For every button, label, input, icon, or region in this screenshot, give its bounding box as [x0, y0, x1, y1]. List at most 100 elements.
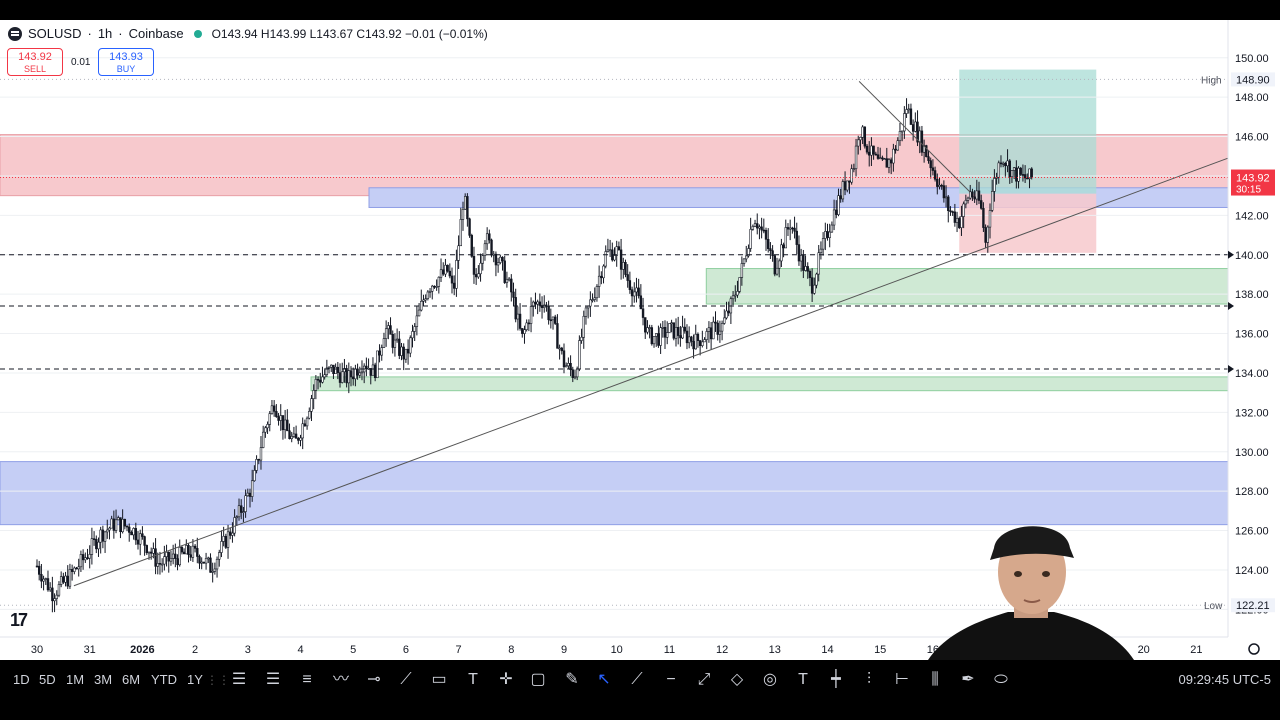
candle-body — [279, 415, 282, 421]
candle-body — [725, 310, 728, 319]
candle-body — [997, 162, 1000, 178]
pen-tool-icon[interactable]: ✒ — [961, 671, 975, 688]
candle-body — [835, 209, 838, 215]
candle-body — [949, 210, 952, 213]
candle-body — [356, 368, 359, 376]
timeframe-ytd[interactable]: YTD — [151, 672, 177, 687]
candle-body — [775, 267, 779, 275]
settings-gear-icon[interactable] — [1248, 643, 1260, 655]
candle-body — [960, 216, 963, 228]
rectangle-tool-icon[interactable]: ▢ — [530, 671, 546, 688]
trend-line[interactable] — [73, 145, 1260, 587]
candle-body — [804, 266, 807, 271]
candle-body — [527, 322, 531, 325]
symbol-header[interactable]: SOLUSD · 1h · Coinbase O143.94 H143.99 L… — [8, 26, 488, 41]
price-chart[interactable]: 120.00122.00124.00126.00128.00130.00132.… — [0, 20, 1280, 660]
candle-body — [975, 190, 979, 200]
text-tool-icon[interactable]: T — [798, 671, 808, 688]
countdown-label: 30:15 — [1236, 185, 1261, 196]
candle-body — [325, 367, 329, 375]
circle-tool-icon[interactable]: ◎ — [763, 671, 777, 688]
candle-body — [925, 145, 928, 158]
candle-body — [857, 139, 860, 147]
text-note-tool-icon[interactable]: T — [468, 671, 478, 688]
candle-body — [365, 365, 368, 370]
candle-body — [90, 538, 94, 555]
time-tick-label: 12 — [716, 644, 728, 656]
candle-body — [442, 269, 445, 275]
candle-body — [575, 368, 579, 378]
candle-body — [788, 227, 792, 230]
candle-body — [973, 196, 976, 200]
candle-body — [112, 518, 116, 531]
trend-line[interactable] — [858, 81, 971, 193]
buy-button[interactable]: 143.93 BUY — [98, 48, 154, 76]
crosshair-tool-icon[interactable]: ✛ — [499, 671, 513, 688]
candle-body — [286, 419, 289, 432]
brush-tool-icon[interactable]: ✎ — [565, 671, 579, 688]
candle-body — [130, 532, 133, 536]
candle-body — [490, 239, 493, 256]
webcam-overlay — [928, 526, 1134, 660]
candle-body — [389, 325, 392, 335]
candle-body — [382, 338, 386, 348]
candle-body — [200, 561, 203, 564]
candle-body — [66, 575, 69, 587]
timeframe-1y[interactable]: 1Y — [187, 672, 203, 687]
price-tick-label: 146.00 — [1235, 132, 1269, 144]
candle-tool-icon[interactable]: ┿ — [831, 671, 841, 688]
sell-button[interactable]: 143.92 SELL — [7, 48, 63, 76]
candle-body — [808, 270, 812, 278]
market-open-dot-icon — [193, 29, 202, 38]
candle-body — [261, 431, 265, 448]
candle-body — [81, 554, 85, 561]
line-tool-icon[interactable]: ⟋ — [631, 671, 643, 688]
candle-body — [319, 379, 322, 383]
candle-body — [799, 255, 803, 262]
time-tick-label: 13 — [769, 644, 781, 656]
time-tick-label: 2 — [192, 644, 198, 656]
candle-body — [512, 291, 515, 298]
candle-body — [962, 203, 965, 217]
horizontal-ray-tool-icon[interactable]: ⊸ — [367, 671, 381, 688]
candle-body — [99, 529, 102, 543]
timeframe-1d[interactable]: 1D — [13, 672, 30, 687]
candle-body — [338, 372, 342, 383]
symbol-name[interactable]: SOLUSD — [28, 26, 82, 41]
position-target-zone[interactable] — [959, 69, 1097, 194]
timeframe-1m[interactable]: 1M — [66, 672, 85, 687]
position-stop-zone[interactable] — [959, 193, 1097, 253]
interval-label[interactable]: 1h — [97, 26, 113, 41]
candle-body — [740, 263, 744, 278]
candle-body — [892, 148, 895, 164]
candle-body — [927, 156, 930, 161]
candle-body — [393, 339, 397, 348]
eraser-tool-icon[interactable]: ◇ — [730, 671, 744, 688]
candle-body — [376, 350, 379, 379]
drag-handle-icon[interactable]: ⋮⋮ — [206, 673, 230, 687]
horizontal-lines-tool-icon[interactable]: ≡ — [302, 671, 312, 688]
measure-tool-icon[interactable]: ⤢ — [697, 671, 711, 688]
candle-body — [343, 368, 346, 373]
sliders-tool-icon[interactable]: ☰ — [231, 671, 247, 688]
chart-area[interactable]: 120.00122.00124.00126.00128.00130.00132.… — [0, 20, 1280, 660]
time-tick-label: 11 — [664, 644, 675, 656]
minus-tool-icon[interactable]: − — [666, 671, 676, 688]
candle-body — [84, 557, 87, 561]
bars-tool-icon[interactable]: ⫶ — [866, 671, 871, 688]
trend-line-tool-icon[interactable]: ⟋ — [400, 671, 412, 688]
timeframe-3m[interactable]: 3M — [94, 672, 113, 687]
pattern-tool-icon[interactable]: 〰 — [332, 671, 349, 688]
comment-tool-icon[interactable]: ▭ — [431, 671, 447, 688]
candle-body — [450, 275, 454, 284]
candle-body — [149, 551, 153, 554]
candle-body — [872, 145, 875, 155]
demand-zone — [310, 376, 1229, 392]
cursor-tool-icon[interactable]: ↖ — [597, 671, 611, 688]
lasso-tool-icon[interactable]: ⬭ — [994, 671, 1008, 688]
parallel-channel-tool-icon[interactable]: ☰ — [265, 671, 281, 688]
timeframe-6m[interactable]: 6M — [122, 672, 141, 687]
indicators-tool-icon[interactable]: ⫼ — [931, 671, 939, 688]
range-tool-icon[interactable]: ⊢ — [895, 671, 909, 688]
timeframe-5d[interactable]: 5D — [39, 672, 56, 687]
